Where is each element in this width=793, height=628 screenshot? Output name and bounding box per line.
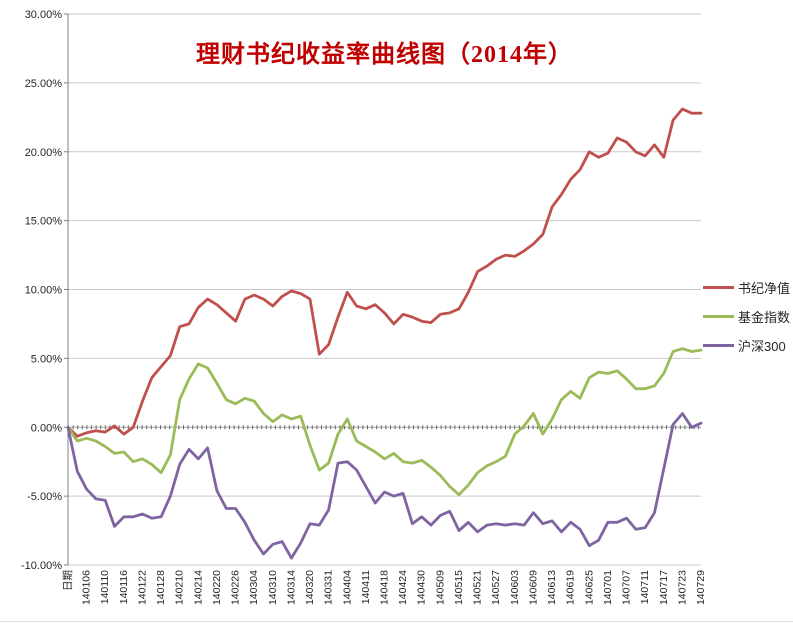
x-axis-tick-label: 140116 (118, 570, 130, 604)
x-axis-tick-label: 140603 (509, 570, 521, 605)
x-axis-tick-label: 140226 (230, 570, 242, 605)
x-axis-tick-label: 140527 (490, 570, 502, 605)
legend-item: 沪深300 (703, 334, 793, 356)
x-axis-tick-label: 140411 (360, 570, 372, 604)
x-axis-tick-label: 140707 (621, 570, 633, 605)
x-axis-tick-label: 140717 (658, 570, 670, 605)
x-axis-tick-label: 140729 (695, 570, 707, 605)
x-axis-tick-label: 140128 (155, 570, 167, 605)
y-axis-tick-label: -5.00% (27, 491, 62, 503)
y-axis-tick-label: 30.00% (25, 9, 63, 21)
x-axis-tick-label: 140613 (546, 570, 558, 605)
x-axis-tick-label: 140214 (192, 570, 204, 605)
y-axis-tick-label: 25.00% (25, 78, 63, 90)
series-line-2 (66, 412, 703, 560)
x-axis-tick-label: 140331 (323, 570, 335, 605)
x-axis-tick-label: 140314 (285, 570, 297, 605)
x-axis-tick-label: 140210 (174, 570, 186, 605)
series-line-0 (66, 107, 703, 438)
x-axis-tick-label: 140521 (472, 570, 484, 605)
legend-item: 书纪净值 (703, 276, 793, 298)
x-axis-tick-label: 140220 (211, 570, 223, 605)
x-axis-tick-label: 140424 (397, 570, 409, 605)
legend-label: 书纪净值 (738, 280, 791, 296)
x-axis-tick-label: 140418 (379, 570, 391, 605)
y-axis-tick-label: -10.00% (21, 560, 62, 572)
y-axis-tick-label: 15.00% (25, 216, 63, 228)
legend-swatch-line (703, 343, 734, 347)
y-axis-tick-label: 5.00% (31, 353, 62, 365)
legend-swatch-line (703, 314, 734, 318)
legend-item: 基金指数 (703, 305, 793, 327)
x-axis-tick-label: 140106 (81, 570, 93, 605)
x-axis-tick-label: 140310 (267, 570, 279, 605)
y-axis-tick-label: 20.00% (25, 147, 63, 159)
chart-title: 理财书纪收益率曲线图（2014年） (196, 42, 573, 68)
legend-swatch-line (703, 285, 734, 289)
window-edge-line (0, 621, 793, 622)
x-axis-tick-label: 140404 (341, 570, 353, 605)
x-axis-tick-label: 140430 (416, 570, 428, 605)
x-axis-tick-label: 140122 (136, 570, 148, 605)
x-axis-tick-label: 140711 (639, 570, 651, 604)
series-line-1 (66, 347, 703, 497)
x-axis-tick-label: 140609 (527, 570, 539, 605)
x-axis-tick-label: 140701 (602, 570, 614, 605)
x-axis-tick-label: 日期 (62, 570, 74, 591)
x-axis-tick-label: 140509 (434, 570, 446, 605)
y-axis-tick-label: 10.00% (25, 285, 63, 297)
x-axis-tick-label: 140625 (583, 570, 595, 605)
x-axis-tick-label: 140515 (453, 570, 465, 605)
x-axis-tick-label: 140320 (304, 570, 316, 605)
x-axis-tick-label: 140619 (565, 570, 577, 605)
legend: 书纪净值 基金指数 沪深300 (703, 276, 793, 356)
legend-label: 沪深300 (738, 338, 786, 354)
x-axis-tick-label: 140110 (99, 570, 111, 604)
x-axis-tick-label: 140304 (248, 570, 260, 605)
legend-label: 基金指数 (738, 309, 791, 325)
x-axis-tick-label: 140723 (676, 570, 688, 605)
y-axis-tick-label: 0.00% (31, 422, 62, 434)
